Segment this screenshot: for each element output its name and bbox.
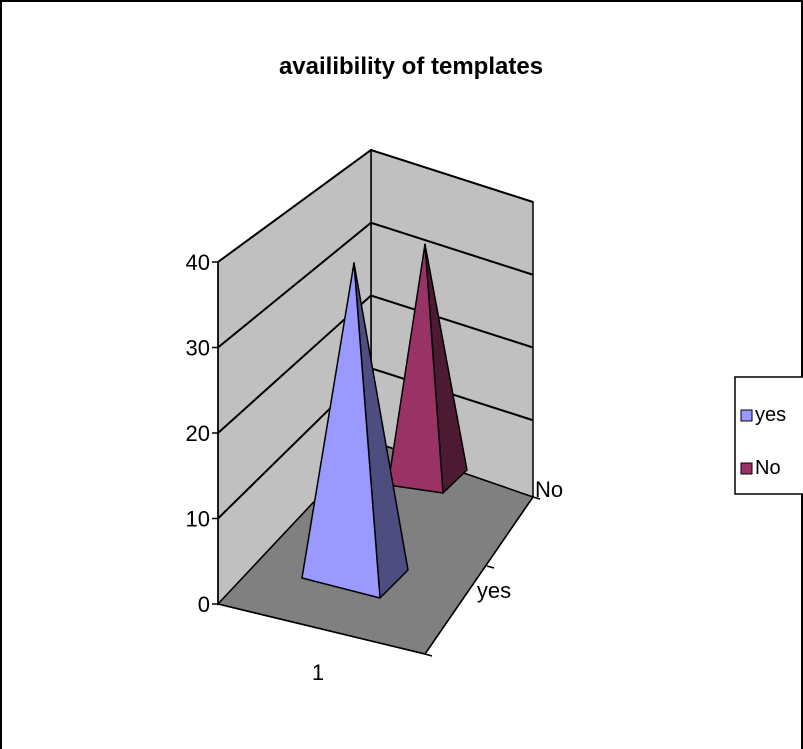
y-ticks: 0 10 20 30 40: [186, 250, 218, 617]
category-axis-tick: [424, 653, 433, 657]
depth-axis-tick: [532, 496, 541, 500]
depth-label-no: No: [535, 477, 563, 502]
legend: yes No: [734, 376, 803, 495]
legend-label-no: No: [755, 457, 781, 479]
chart-title: availibility of templates: [279, 53, 543, 80]
legend-swatch-yes: [740, 409, 753, 422]
depth-axis-tick: [486, 565, 495, 569]
pyramid-no-front-face: [387, 243, 444, 494]
depth-label-yes: yes: [477, 578, 511, 603]
y-tick-label: 30: [186, 336, 210, 361]
y-tick-label: 40: [186, 250, 210, 275]
y-tick-label: 20: [186, 421, 210, 446]
y-tick-label: 10: [186, 507, 210, 532]
category-tick-label: 1: [312, 660, 324, 685]
category-axis-line: [217, 603, 426, 655]
pyramid-yes-front-face: [301, 262, 381, 599]
gridline: [217, 294, 534, 434]
gridline: [217, 221, 534, 349]
pyramids: [301, 243, 468, 599]
y-tick-label: 0: [198, 592, 210, 617]
legend-swatch-no: [740, 462, 753, 475]
depth-axis-line: [424, 496, 534, 655]
legend-label-yes: yes: [755, 404, 786, 426]
gridline: [217, 148, 534, 263]
